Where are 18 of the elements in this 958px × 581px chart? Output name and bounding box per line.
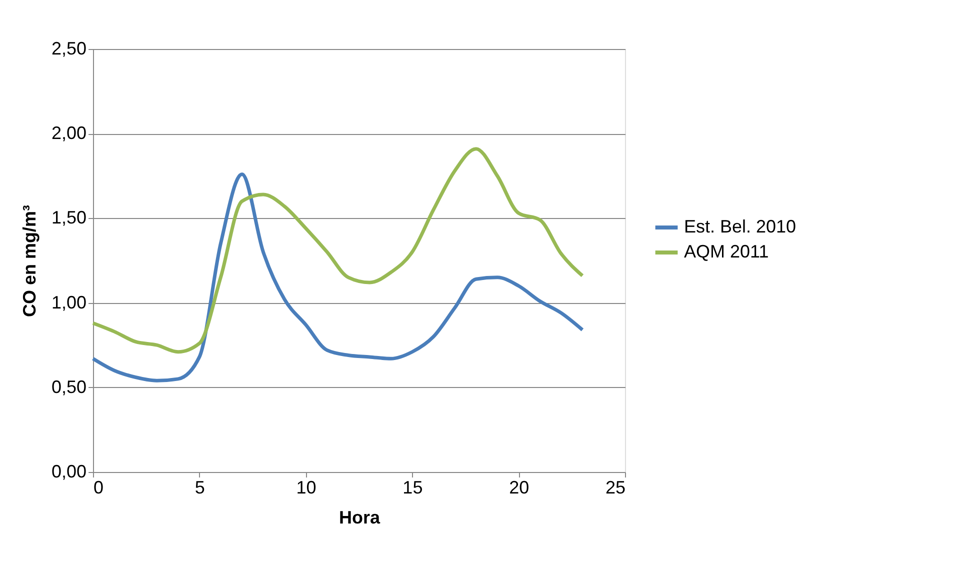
x-tick-label: 10: [296, 478, 316, 498]
y-tick-label: 2,00: [51, 123, 86, 144]
x-tick-label: 0: [94, 478, 104, 498]
x-tick-label: 25: [605, 478, 626, 498]
x-tick-label: 5: [194, 478, 205, 498]
x-tick-label: 20: [509, 478, 530, 498]
legend-label: Est. Bel. 2010: [684, 216, 796, 236]
x-tick-label: 15: [402, 478, 423, 498]
y-tick-label: 2,50: [51, 38, 86, 58]
y-tick-label: 0,00: [51, 462, 86, 482]
y-axis-title: CO en mg/m³: [19, 204, 40, 318]
y-tick-label: 1,00: [51, 292, 86, 312]
y-tick-label: 0,50: [51, 376, 86, 397]
line-series: [91, 172, 584, 382]
line-series: [91, 147, 584, 354]
y-tick-label: 1,50: [51, 208, 86, 228]
legend-label: AQM 2011: [684, 242, 769, 262]
x-axis-title: Hora: [338, 508, 381, 528]
